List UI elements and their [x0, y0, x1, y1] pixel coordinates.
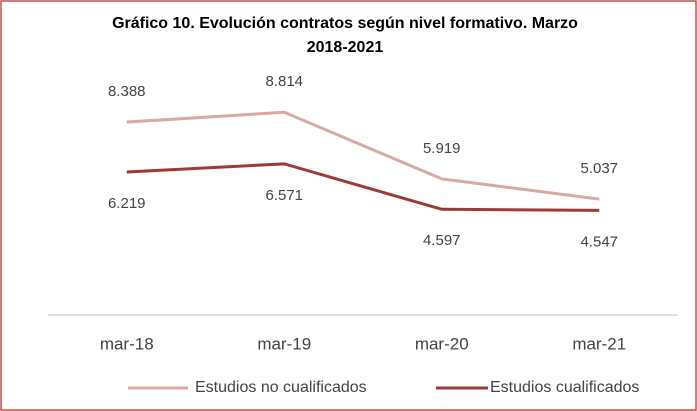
data-label: 8.814 — [265, 73, 303, 90]
x-tick-label: mar-18 — [100, 334, 154, 353]
x-tick-label: mar-21 — [572, 334, 626, 353]
data-label: 5.919 — [423, 140, 461, 157]
data-label: 4.597 — [423, 232, 461, 249]
data-label: 5.037 — [580, 160, 618, 177]
data-label: 6.571 — [265, 187, 303, 204]
line-series — [126, 110, 600, 201]
x-tick-label: mar-20 — [415, 334, 469, 353]
data-label: 8.388 — [108, 83, 146, 100]
data-label: 6.219 — [108, 195, 146, 212]
data-label: 4.547 — [580, 233, 618, 250]
legend-label: Estudios cualificados — [490, 379, 639, 396]
x-tick-label: mar-19 — [257, 334, 311, 353]
legend-label: Estudios no cualificados — [195, 379, 367, 396]
chart-title: Gráfico 10. Evolución contratos según ni… — [112, 15, 578, 56]
line-series — [126, 162, 600, 212]
